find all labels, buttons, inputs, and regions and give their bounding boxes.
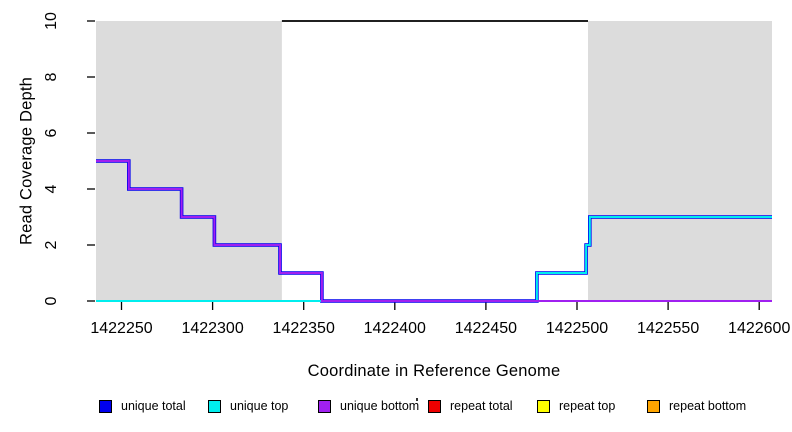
stray-mark <box>416 398 418 401</box>
legend-item-unique-top: unique top <box>208 399 288 413</box>
legend-swatch <box>318 399 331 413</box>
legend-item-unique-total: unique total <box>99 399 186 413</box>
legend-item-repeat-top: repeat top <box>537 399 615 413</box>
legend-item-repeat-total: repeat total <box>428 399 513 413</box>
x-tick-label: 1422550 <box>637 320 699 337</box>
y-tick-label: 0 <box>43 296 60 305</box>
legend-label: unique bottom <box>340 399 420 413</box>
y-tick-label: 6 <box>43 128 60 137</box>
legend-swatch <box>537 399 550 413</box>
legend-label: repeat bottom <box>669 399 747 413</box>
y-axis-title: Read Coverage Depth <box>17 77 36 245</box>
legend-label: unique top <box>230 399 289 413</box>
legend-swatch <box>647 399 660 413</box>
x-tick-label: 1422350 <box>273 320 335 337</box>
legend-label: unique total <box>121 399 186 413</box>
x-tick-label: 1422250 <box>90 320 152 337</box>
x-axis-title: Coordinate in Reference Genome <box>307 362 561 380</box>
legend-item-repeat-bottom: repeat bottom <box>647 399 746 413</box>
y-tick-label: 8 <box>43 72 60 81</box>
x-tick-label: 1422400 <box>364 320 426 337</box>
x-tick-label: 1422500 <box>546 320 608 337</box>
y-tick-label: 2 <box>43 240 60 249</box>
legend-swatch <box>428 399 441 413</box>
legend-swatch <box>208 399 221 413</box>
y-tick-label: 10 <box>43 12 60 30</box>
legend-swatch <box>99 399 112 413</box>
x-tick-label: 1422450 <box>455 320 517 337</box>
x-tick-label: 1422300 <box>181 320 243 337</box>
x-tick-label: 1422600 <box>728 320 790 337</box>
y-tick-label: 4 <box>43 184 60 193</box>
legend-label: repeat top <box>559 399 616 413</box>
legend-item-unique-bottom: unique bottom <box>318 399 419 413</box>
series-unique-top <box>96 216 772 302</box>
legend-label: repeat total <box>450 399 513 413</box>
series-unique-bottom <box>96 160 772 302</box>
repeat-region-right <box>588 21 772 301</box>
